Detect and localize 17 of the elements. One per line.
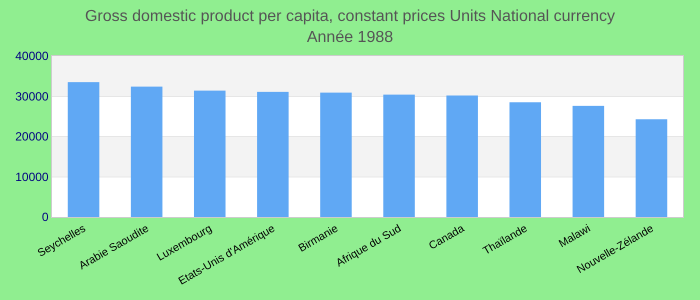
- y-tick-label: 30000: [15, 89, 49, 104]
- bar: [636, 119, 668, 217]
- bar: [572, 106, 604, 217]
- bar: [68, 82, 100, 217]
- bar: [320, 92, 352, 217]
- bar: [383, 94, 415, 217]
- y-tick-label: 0: [42, 210, 49, 224]
- bar: [194, 90, 226, 217]
- chart-title: Gross domestic product per capita, constant prices Units National currency: [84, 8, 616, 25]
- bar: [130, 86, 162, 217]
- bar: [446, 95, 478, 217]
- bar: [257, 92, 289, 217]
- bar: [509, 102, 542, 217]
- y-tick-label: 20000: [15, 130, 49, 144]
- y-tick-label: 40000: [15, 49, 49, 64]
- y-tick-label: 10000: [15, 170, 49, 184]
- chart-subtitle: Année 1988: [306, 28, 394, 46]
